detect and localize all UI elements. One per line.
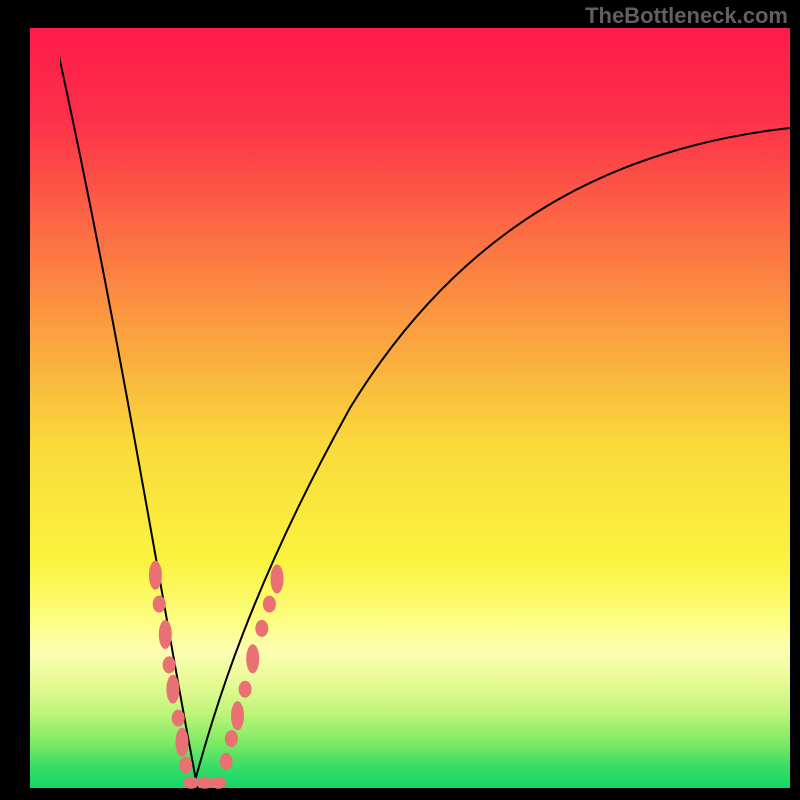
scatter-marker xyxy=(153,596,165,612)
scatter-marker xyxy=(225,731,237,747)
scatter-marker xyxy=(180,757,192,773)
scatter-marker xyxy=(232,702,244,730)
scatter-marker xyxy=(183,777,199,789)
scatter-marker xyxy=(176,728,188,756)
scatter-marker xyxy=(211,777,227,789)
scatter-marker xyxy=(220,753,232,769)
scatter-marker xyxy=(271,565,283,593)
chart-container: TheBottleneck.com xyxy=(0,0,800,800)
chart-gradient-background xyxy=(30,28,790,788)
scatter-marker xyxy=(163,657,175,673)
chart-svg xyxy=(0,0,800,800)
scatter-marker xyxy=(247,645,259,673)
scatter-marker xyxy=(256,620,268,636)
scatter-marker xyxy=(263,596,275,612)
scatter-marker xyxy=(159,621,171,649)
scatter-marker xyxy=(239,681,251,697)
scatter-marker xyxy=(172,710,184,726)
scatter-marker xyxy=(197,777,213,789)
scatter-marker xyxy=(167,675,179,703)
scatter-marker xyxy=(149,561,161,589)
